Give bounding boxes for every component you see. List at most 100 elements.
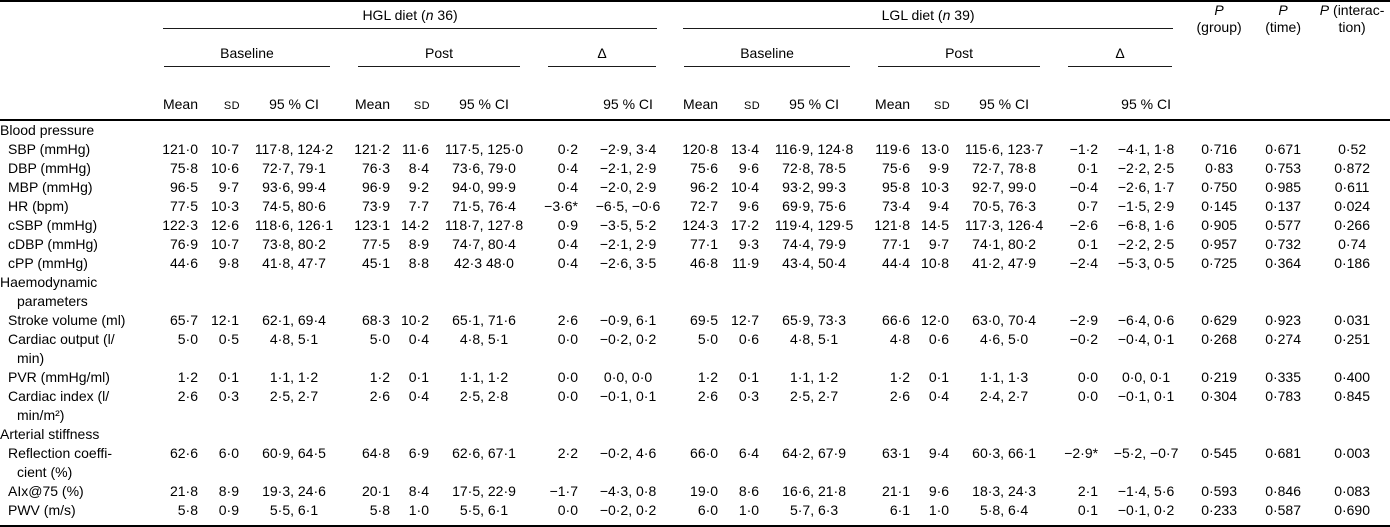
cell-p-group: 0·304 — [1201, 388, 1237, 404]
cell-hgl-baseline-sd: 6·0 — [218, 445, 239, 461]
cell-lgl-baseline-mean — [670, 273, 722, 311]
cell-lgl-baseline-mean: 120·8 — [682, 141, 719, 157]
cell-lgl-delta-ci — [1106, 120, 1186, 140]
cell-hgl-baseline-mean: 75·8 — [169, 160, 198, 176]
cell-lgl-post-mean: 95·8 — [882, 179, 911, 195]
cell-lgl-post-mean: 73·4 — [882, 198, 911, 214]
row-label: PWV (m/s) — [0, 501, 150, 527]
cell-lgl-delta-mean: 0·1 — [1077, 236, 1099, 252]
cell-hgl-baseline-mean: 1·2 — [177, 369, 198, 385]
cell-lgl-post-ci — [954, 120, 1054, 140]
cell-lgl-post-mean — [864, 425, 914, 444]
cell-hgl-baseline-ci: 41·8, 47·7 — [262, 255, 326, 271]
cell-hgl-delta-ci — [586, 273, 670, 311]
cell-hgl-post-mean: 5·0 — [369, 331, 390, 347]
cell-hgl-post-ci: 17·5, 22·9 — [452, 483, 516, 499]
cell-lgl-baseline-mean — [670, 425, 722, 444]
cell-hgl-baseline-mean: 5·8 — [150, 501, 202, 527]
cell-lgl-delta-mean: −2·9* — [1064, 445, 1099, 461]
cell-p-group: 0·716 — [1201, 141, 1237, 157]
table-row: cPP (mmHg) 44·6 9·8 41·8, 47·7 45·1 8·8 … — [0, 254, 1390, 273]
italic-n: n — [425, 7, 434, 23]
italic-n: n — [942, 7, 951, 23]
cell-lgl-delta-ci: −1·4, 5·6 — [1117, 483, 1175, 499]
cell-hgl-post-mean: 68·3 — [361, 312, 390, 328]
cell-hgl-post-sd: 11·6 — [402, 141, 429, 157]
cell-lgl-baseline-sd: 0·3 — [738, 388, 760, 404]
cell-lgl-post-ci: 5·8, 6·4 — [954, 501, 1055, 527]
cell-lgl-baseline-sd: 0·6 — [738, 331, 760, 347]
cell-hgl-delta-ci: −2·9, 3·4 — [599, 141, 657, 157]
cell-lgl-post-ci: 115·6, 123·7 — [964, 141, 1044, 157]
cell-hgl-post-mean — [344, 273, 394, 311]
cell-p-time: 0·681 — [1265, 445, 1301, 461]
cell-lgl-baseline-sd: 8·6 — [738, 483, 760, 499]
row-label: HR (bpm) — [8, 198, 69, 214]
cell-lgl-delta-mean: 0·0 — [1077, 388, 1099, 404]
cell-lgl-post-mean — [864, 120, 914, 140]
cell-lgl-baseline-sd: 9·6 — [738, 198, 760, 214]
cell-lgl-baseline-ci: 2·5, 2·7 — [789, 388, 839, 404]
cell-hgl-delta-mean: 0·0 — [557, 369, 578, 385]
cell-p-interaction: 0·52 — [1338, 141, 1367, 157]
row-label: DBP (mmHg) — [8, 160, 91, 176]
p-time-header: P (time) — [1252, 1, 1315, 121]
cell-hgl-delta-mean: −3·6* — [544, 198, 578, 214]
subheader-lgl-post: Post — [864, 38, 1054, 78]
cell-lgl-post-sd: 13·0 — [921, 141, 950, 157]
cell-p-time — [1252, 273, 1314, 311]
cell-lgl-post-mean: 63·1 — [882, 445, 911, 461]
cell-lgl-baseline-mean: 124·3 — [682, 217, 719, 233]
cell-hgl-post-sd: 14·2 — [400, 217, 429, 233]
cell-lgl-post-mean: 1·2 — [889, 369, 911, 385]
cell-lgl-delta-ci: 0·0, 0·1 — [1121, 369, 1171, 385]
cell-hgl-post-mean: 2·6 — [369, 388, 390, 404]
cell-hgl-post-ci: 62·6, 67·1 — [452, 445, 516, 461]
cell-lgl-post-sd: 1·0 — [914, 501, 955, 527]
table-row: PWV (m/s) 5·8 0·9 5·5, 6·1 5·8 1·0 5·5, … — [0, 501, 1390, 527]
cell-hgl-post-mean: 73·9 — [361, 198, 390, 214]
cell-lgl-post-ci: 1·1, 1·3 — [979, 369, 1029, 385]
cell-lgl-delta-mean — [1054, 425, 1106, 444]
subheader-hgl-delta: Δ — [534, 38, 670, 78]
cell-hgl-delta-ci: −0·2, 4·6 — [599, 445, 657, 461]
cell-hgl-delta-ci: −6·5, −0·6 — [595, 198, 661, 214]
row-label: cPP (mmHg) — [8, 255, 88, 271]
cell-hgl-delta-mean: 0·0 — [534, 501, 586, 527]
cell-hgl-post-mean: 123·1 — [354, 217, 390, 233]
col-header-ci: 95 % CI — [954, 78, 1055, 121]
cell-lgl-post-ci — [954, 425, 1054, 444]
cell-lgl-delta-mean — [1054, 120, 1106, 140]
cell-hgl-baseline-mean: 5·0 — [177, 331, 198, 347]
cell-lgl-delta-mean: 0·1 — [1077, 160, 1099, 176]
group-label: 39) — [950, 7, 975, 23]
cell-hgl-post-ci: 118·7, 127·8 — [444, 217, 524, 233]
cell-lgl-post-mean: 75·6 — [882, 160, 911, 176]
row-label: Reflection coeffi- cient (%) — [8, 445, 113, 480]
cell-hgl-baseline-ci — [244, 273, 344, 311]
cell-p-interaction: 0·024 — [1334, 198, 1370, 214]
cell-hgl-delta-mean: 0·4 — [557, 160, 578, 176]
cell-hgl-post-ci: 94·0, 99·9 — [452, 179, 516, 195]
cell-lgl-post-mean: 119·6 — [875, 141, 911, 157]
cell-p-group: 0·545 — [1201, 445, 1237, 461]
cell-hgl-baseline-mean: 2·6 — [177, 388, 198, 404]
group-label: HGL diet ( — [362, 7, 426, 23]
cell-hgl-baseline-sd: 9·7 — [218, 179, 239, 195]
cell-p-group — [1186, 425, 1252, 444]
cell-hgl-delta-mean: 0·4 — [557, 236, 578, 252]
cell-hgl-baseline-mean: 44·6 — [169, 255, 198, 271]
cell-lgl-post-mean: 66·6 — [882, 312, 911, 328]
table-row: AIx@75 (%) 21·8 8·9 19·3, 24·6 20·1 8·4 … — [0, 482, 1390, 501]
row-label: Arterial stiffness — [0, 426, 100, 442]
cell-lgl-baseline-ci: 5·7, 6·3 — [764, 501, 865, 527]
cell-lgl-baseline-mean: 2·6 — [697, 388, 719, 404]
cell-lgl-baseline-ci: 4·8, 5·1 — [789, 331, 839, 347]
cell-lgl-post-ci: 4·6, 5·0 — [979, 331, 1029, 347]
cell-lgl-delta-ci: −5·2, −0·7 — [1113, 445, 1179, 461]
cell-lgl-delta-mean — [1054, 273, 1106, 311]
cell-lgl-delta-ci: −5·3, 0·5 — [1117, 255, 1175, 271]
cell-hgl-delta-ci: −2·6, 3·5 — [599, 255, 657, 271]
cell-p-group — [1186, 273, 1252, 311]
cell-lgl-post-sd: 9·7 — [928, 236, 950, 252]
